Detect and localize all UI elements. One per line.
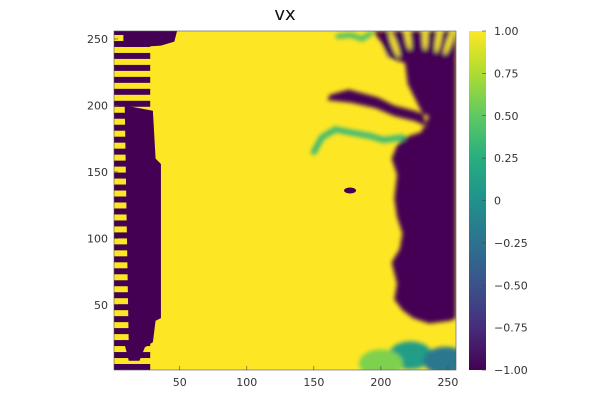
heatmap-regions xyxy=(114,31,456,370)
stripe-dark xyxy=(114,88,151,95)
small-dark-blob xyxy=(344,187,357,194)
stripe-dark xyxy=(114,100,151,107)
mid-stream-filament xyxy=(310,126,406,155)
left-dark-block xyxy=(123,105,161,361)
top-right-finger xyxy=(435,31,443,53)
top-mid-teal xyxy=(335,31,373,42)
colorbar-tick-label: 0.25 xyxy=(494,152,519,165)
colorbar-tick-label: −1.00 xyxy=(494,364,528,377)
x-tick-label: 250 xyxy=(437,376,458,389)
stripe-dark xyxy=(114,64,151,71)
y-tick-label: 50 xyxy=(94,299,108,312)
stripe-dark xyxy=(114,52,151,59)
stripe-dark xyxy=(114,76,151,83)
x-tick-label: 200 xyxy=(370,376,391,389)
colorbar: −1.00 −0.75 −0.50 −0.25 0 0.25 0.50 0.75 1.00 xyxy=(469,25,528,377)
colorbar-tick-label: 0 xyxy=(494,195,501,208)
bottom-right-blob xyxy=(423,346,456,370)
colorbar-tick-label: −0.75 xyxy=(494,322,528,335)
colorbar-tick-label: 1.00 xyxy=(494,25,519,38)
stripe-dark xyxy=(114,364,151,370)
right-dark-group xyxy=(310,31,456,370)
top-right-finger xyxy=(422,31,428,51)
y-tick-label: 250 xyxy=(87,33,108,46)
top-right-finger xyxy=(404,31,412,51)
colorbar-ticks: −1.00 −0.75 −0.50 −0.25 0 0.25 0.50 0.75 1.00 xyxy=(482,25,528,377)
y-tick-label: 100 xyxy=(87,232,108,245)
right-dark-region xyxy=(327,31,456,324)
top-right-finger xyxy=(443,31,455,55)
chart-title: vx xyxy=(274,4,296,25)
y-tick-label: 150 xyxy=(87,166,108,179)
plot-frame xyxy=(113,30,457,371)
y-axis-ticks: 50 100 150 200 250 xyxy=(87,33,118,312)
x-axis-ticks: 50 100 150 200 250 xyxy=(173,366,458,389)
colorbar-tick-label: −0.50 xyxy=(494,279,528,292)
colorbar-tick-label: 0.50 xyxy=(494,110,519,123)
x-tick-label: 150 xyxy=(303,376,324,389)
x-tick-label: 50 xyxy=(173,376,187,389)
colorbar-tick-label: 0.75 xyxy=(494,67,519,80)
top-right-finger xyxy=(377,45,393,70)
colorbar-bar xyxy=(469,31,486,370)
heatmap-plot-area xyxy=(114,31,456,370)
colorbar-tick-label: −0.25 xyxy=(494,237,528,250)
bottom-right-blob xyxy=(358,349,403,370)
x-tick-label: 100 xyxy=(236,376,257,389)
y-tick-label: 200 xyxy=(87,99,108,112)
top-right-finger xyxy=(388,31,400,58)
top-left-dark-band xyxy=(123,31,178,47)
